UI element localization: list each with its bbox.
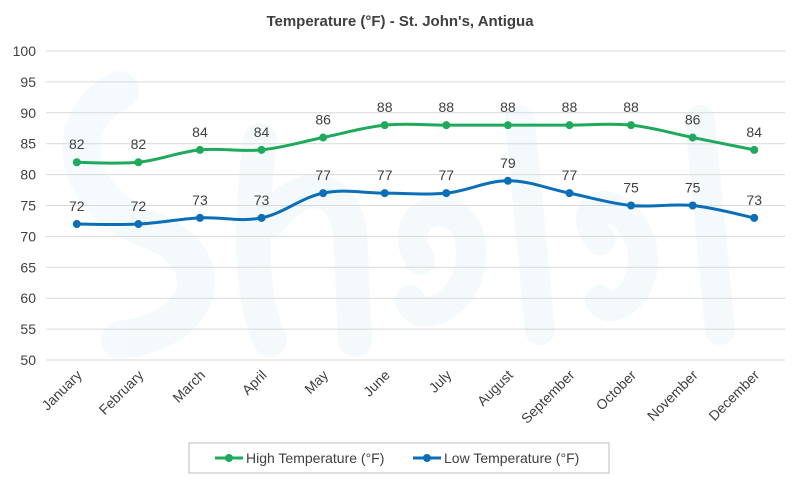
data-label-low: 75	[685, 180, 701, 196]
data-point-high[interactable]	[750, 145, 759, 154]
data-label-high: 86	[315, 112, 331, 128]
gridlines	[46, 50, 785, 361]
data-point-low[interactable]	[380, 189, 389, 198]
data-point-high[interactable]	[319, 133, 328, 142]
data-point-low[interactable]	[688, 201, 697, 210]
data-point-high[interactable]	[688, 133, 697, 142]
data-label-high: 86	[685, 112, 701, 128]
data-label-high: 84	[254, 124, 270, 140]
y-tick-label: 60	[20, 290, 36, 306]
y-tick-label: 75	[20, 198, 36, 214]
data-labels: 82 82 84 84 86 88 88 88 88 88 86 84 72 72 73 73 77 77 77 79…	[69, 99, 762, 214]
data-label-low: 77	[439, 167, 455, 183]
y-tick-label: 70	[20, 228, 36, 244]
y-tick-label: 95	[20, 74, 36, 90]
legend-entry-high[interactable]: High Temperature (°F)	[215, 450, 384, 466]
legend-box	[188, 442, 610, 474]
data-label-low: 73	[254, 192, 270, 208]
legend-marker-low	[423, 454, 431, 462]
y-tick-label: 100	[13, 43, 37, 59]
x-tick-label: July	[425, 367, 454, 396]
y-axis-ticks: 50 55 60 65 70 75 80 85 90 95 100	[13, 43, 37, 368]
data-point-high[interactable]	[627, 121, 636, 130]
data-label-high: 88	[500, 99, 516, 115]
data-point-high[interactable]	[442, 121, 451, 130]
x-tick-label: November	[644, 367, 701, 424]
x-tick-label: August	[474, 367, 516, 409]
x-axis-ticks: January February March April May June July Augu…	[38, 367, 762, 427]
data-point-high[interactable]	[380, 121, 389, 130]
x-tick-label: February	[96, 367, 147, 418]
data-label-high: 88	[562, 99, 578, 115]
x-tick-label: September	[518, 367, 578, 427]
series-low	[72, 176, 759, 229]
watermark-logo	[62, 71, 735, 359]
data-label-low: 72	[131, 198, 147, 214]
y-tick-label: 90	[20, 105, 36, 121]
x-tick-label: March	[169, 367, 208, 406]
data-point-low[interactable]	[627, 201, 636, 210]
legend-marker-high	[225, 454, 233, 462]
y-tick-label: 55	[20, 321, 36, 337]
data-point-high[interactable]	[503, 121, 512, 130]
legend-label-high: High Temperature (°F)	[246, 450, 384, 466]
data-label-low: 77	[377, 167, 393, 183]
data-point-low[interactable]	[134, 220, 143, 229]
data-point-high[interactable]	[195, 145, 204, 154]
data-point-low[interactable]	[565, 189, 574, 198]
data-label-low: 73	[746, 192, 762, 208]
legend: High Temperature (°F) Low Temperature (°…	[188, 442, 610, 474]
data-point-low[interactable]	[195, 213, 204, 222]
data-point-low[interactable]	[319, 189, 328, 198]
data-point-low[interactable]	[750, 213, 759, 222]
chart-title: Temperature (°F) - St. John's, Antigua	[266, 13, 534, 30]
data-label-low: 72	[69, 198, 85, 214]
data-point-low[interactable]	[257, 213, 266, 222]
data-label-low: 77	[562, 167, 578, 183]
data-point-low[interactable]	[72, 220, 81, 229]
data-label-high: 88	[439, 99, 455, 115]
data-label-high: 88	[623, 99, 639, 115]
data-label-high: 84	[746, 124, 762, 140]
data-label-low: 79	[500, 155, 516, 171]
y-tick-label: 50	[20, 352, 36, 368]
data-label-low: 77	[315, 167, 331, 183]
data-point-high[interactable]	[257, 145, 266, 154]
x-tick-label: December	[705, 367, 762, 424]
y-tick-label: 85	[20, 136, 36, 152]
data-point-high[interactable]	[134, 158, 143, 167]
legend-label-low: Low Temperature (°F)	[444, 450, 579, 466]
legend-entry-low[interactable]: Low Temperature (°F)	[413, 450, 579, 466]
y-tick-label: 80	[20, 167, 36, 183]
data-point-high[interactable]	[72, 158, 81, 167]
series-lines	[72, 121, 759, 229]
x-tick-label: April	[239, 367, 270, 398]
data-label-high: 82	[69, 136, 85, 152]
data-point-high[interactable]	[565, 121, 574, 130]
data-label-high: 84	[192, 124, 208, 140]
data-label-high: 88	[377, 99, 393, 115]
data-point-low[interactable]	[442, 189, 451, 198]
data-label-low: 73	[192, 192, 208, 208]
data-label-high: 82	[131, 136, 147, 152]
data-point-low[interactable]	[503, 176, 512, 185]
x-tick-label: June	[360, 367, 393, 400]
series-line-high	[76, 122, 755, 165]
x-tick-label: May	[301, 367, 331, 397]
data-label-low: 75	[623, 180, 639, 196]
x-tick-label: October	[593, 367, 640, 414]
series-high	[72, 121, 759, 167]
y-tick-label: 65	[20, 259, 36, 275]
x-tick-label: January	[38, 367, 85, 414]
